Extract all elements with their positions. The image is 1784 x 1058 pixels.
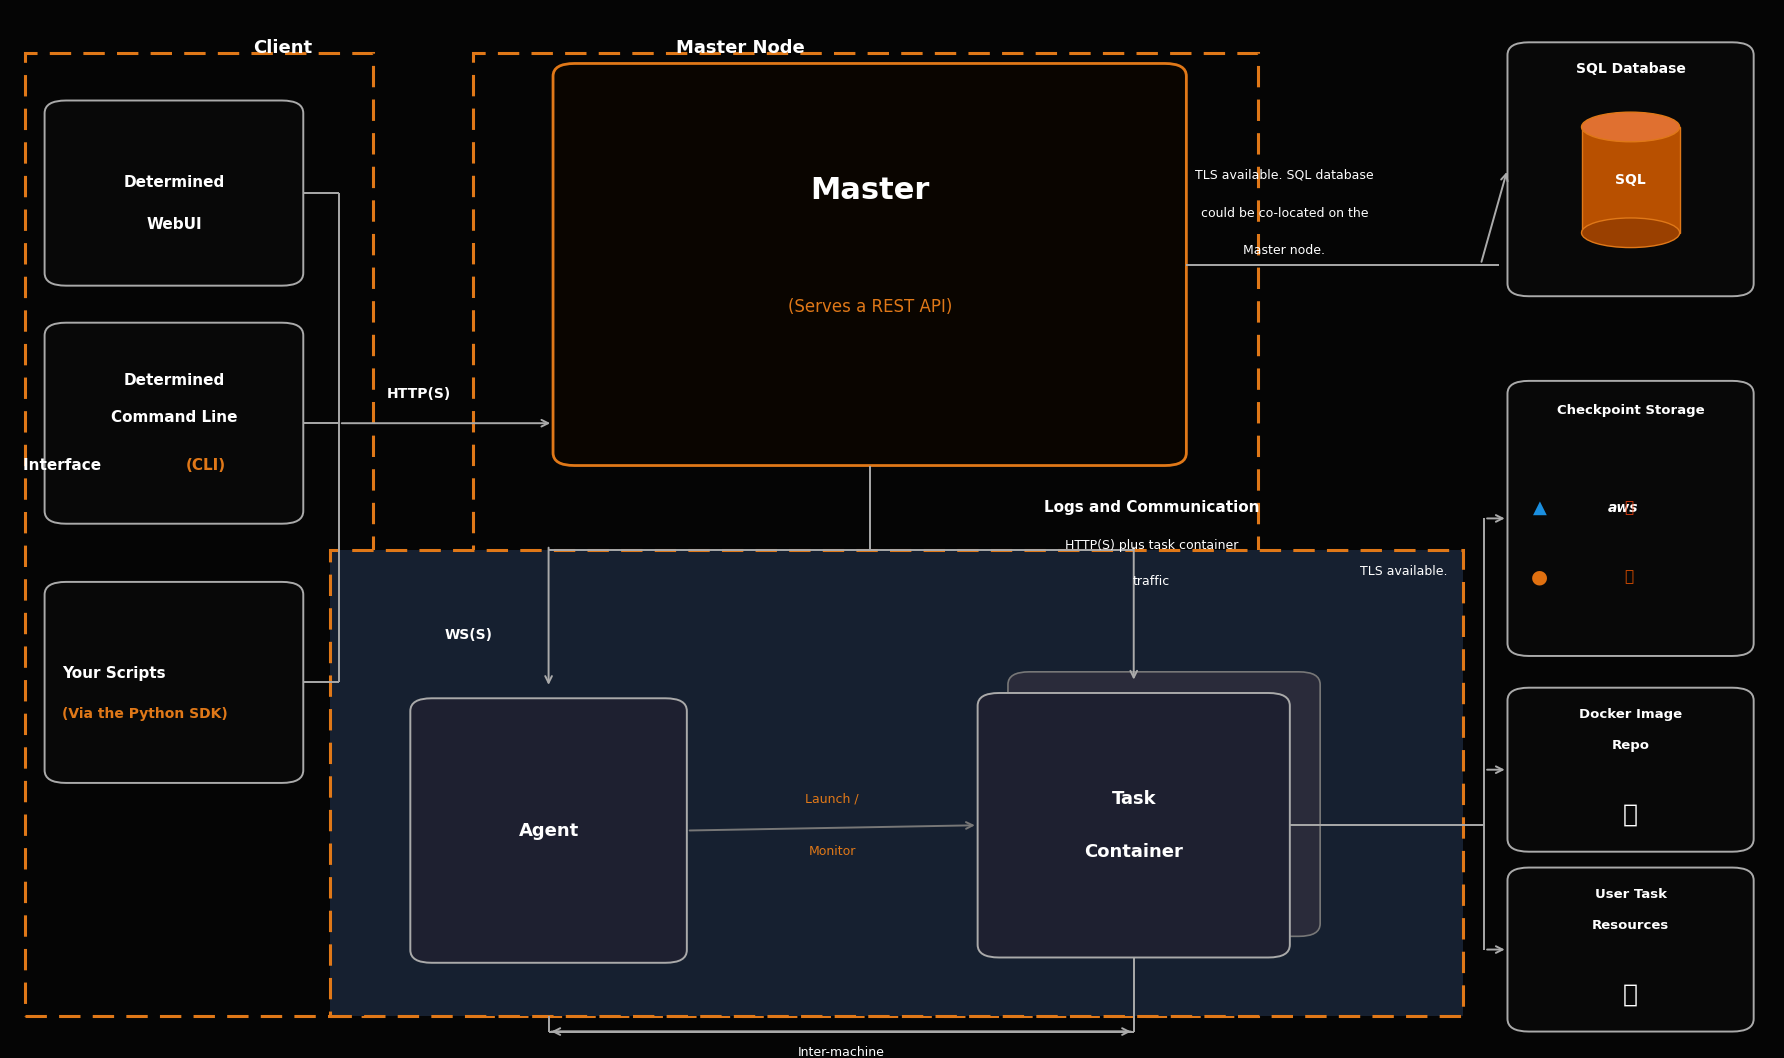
Text: TLS available.: TLS available. [1359,565,1449,578]
Text: Interface: Interface [23,458,107,473]
Text: Repo: Repo [1611,740,1650,752]
Text: ⬛: ⬛ [1623,569,1634,584]
FancyBboxPatch shape [1507,688,1754,852]
Text: Docker Image: Docker Image [1579,708,1682,720]
FancyBboxPatch shape [330,550,1463,1016]
Bar [1581,127,1681,233]
Text: aws: aws [1607,500,1639,515]
Text: ▲: ▲ [1532,498,1547,517]
Text: ●: ● [1531,567,1549,586]
Text: could be co-located on the: could be co-located on the [1201,207,1368,220]
Text: Master node.: Master node. [1243,244,1326,257]
Text: Master Node: Master Node [676,38,805,57]
Text: 🐍: 🐍 [1623,983,1638,1006]
Text: Task: Task [1111,789,1156,808]
Text: User Task: User Task [1595,888,1666,900]
Text: 🐳: 🐳 [1623,803,1638,826]
Text: SQL Database: SQL Database [1575,61,1686,76]
Ellipse shape [1581,218,1679,248]
FancyBboxPatch shape [45,101,303,286]
FancyBboxPatch shape [410,698,687,963]
Text: (CLI): (CLI) [186,458,227,473]
FancyBboxPatch shape [1008,672,1320,936]
Text: Monitor: Monitor [808,845,856,858]
Text: Logs and Communication: Logs and Communication [1044,500,1260,515]
Text: Your Scripts: Your Scripts [62,667,171,681]
FancyBboxPatch shape [1507,381,1754,656]
Text: Resources: Resources [1591,919,1670,932]
FancyBboxPatch shape [1507,42,1754,296]
Text: Agent: Agent [519,821,578,840]
Text: Master: Master [810,176,929,205]
Text: Determined: Determined [123,373,225,388]
Text: traffic: traffic [1133,576,1170,588]
Text: ⬛: ⬛ [1623,500,1634,515]
FancyBboxPatch shape [45,323,303,524]
Text: WebUI: WebUI [146,217,202,233]
Text: Client: Client [253,38,312,57]
Text: HTTP(S): HTTP(S) [387,386,451,401]
FancyBboxPatch shape [978,693,1290,957]
FancyBboxPatch shape [45,582,303,783]
FancyBboxPatch shape [1507,868,1754,1032]
Text: (Via the Python SDK): (Via the Python SDK) [62,707,228,722]
Ellipse shape [1581,112,1679,142]
Text: Command Line: Command Line [111,411,237,425]
Text: (Serves a REST API): (Serves a REST API) [787,297,953,316]
Text: Container: Container [1085,842,1183,861]
Text: HTTP(S) plus task container: HTTP(S) plus task container [1065,540,1238,552]
FancyBboxPatch shape [553,63,1186,466]
Text: WS(S): WS(S) [444,627,492,642]
Text: Determined: Determined [123,175,225,190]
Text: TLS available. SQL database: TLS available. SQL database [1195,168,1374,181]
Text: SQL: SQL [1615,172,1647,187]
Text: Inter-machine: Inter-machine [797,1046,885,1058]
Text: Launch /: Launch / [805,792,860,805]
Text: Checkpoint Storage: Checkpoint Storage [1557,404,1704,417]
